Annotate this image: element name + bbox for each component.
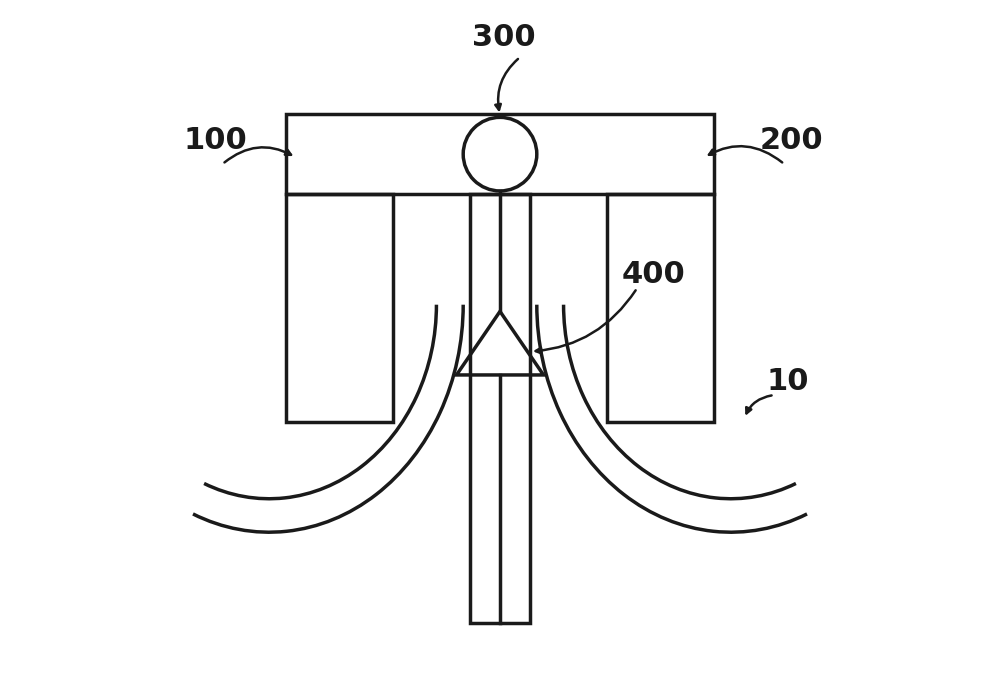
Text: 200: 200 xyxy=(759,126,823,155)
Text: 10: 10 xyxy=(766,367,809,396)
Text: 300: 300 xyxy=(472,23,535,51)
Text: 100: 100 xyxy=(184,126,248,155)
Text: 400: 400 xyxy=(622,260,686,289)
